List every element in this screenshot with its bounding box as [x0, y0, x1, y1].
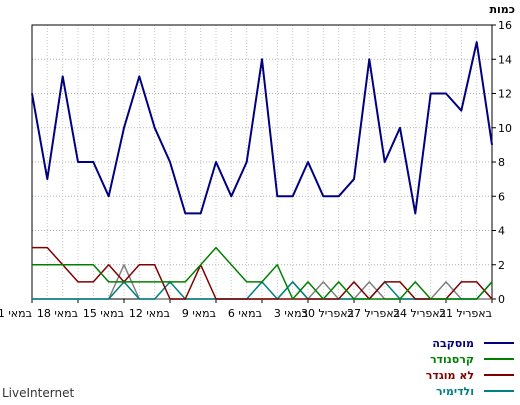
y-tick-label-8: 16 [498, 19, 512, 32]
x-tick-label-9: 18 במאי [37, 307, 78, 320]
x-tick-label-7: 12 במאי [129, 307, 170, 320]
legend-label-2: לא מוגדר [426, 369, 474, 382]
x-tick-label-4: 3 במאי [274, 307, 308, 320]
y-tick-label-2: 4 [498, 225, 505, 238]
y-tick-label-6: 12 [498, 88, 512, 101]
legend-label-4: יקטרינבורג [418, 401, 474, 405]
x-tick-label-1: 24 באפריל [393, 307, 446, 320]
series-line-2 [32, 246, 493, 300]
x-tick-label-6: 9 במאי [182, 307, 216, 320]
y-tick-label-7: 14 [498, 53, 512, 66]
x-tick-label-2: 27 באפריל [347, 307, 400, 320]
legend: מוסקבה קרסנודר לא מוגדר ולדימיר יקטרינבורג [418, 337, 514, 405]
y-tick-label-4: 8 [498, 156, 505, 169]
y-tick-label-1: 2 [498, 259, 505, 272]
brand-logo: LiveInternet [2, 386, 74, 400]
y-axis-label: כמות [490, 3, 515, 16]
series-line-1 [32, 246, 493, 300]
grid [32, 25, 492, 299]
x-tick-label-0: 21 באפריל [439, 307, 492, 320]
x-tick-label-3: 30 באפריל [301, 307, 354, 320]
series-layer [31, 41, 493, 300]
x-tick-label-8: 15 במאי [83, 307, 124, 320]
x-tick-label-5: 6 במאי [228, 307, 262, 320]
legend-label-3: ולדימיר [436, 385, 474, 398]
y-tick-label-0: 0 [498, 293, 505, 306]
series-line-0 [31, 41, 493, 215]
y-tick-label-5: 10 [498, 122, 512, 135]
y-axis: 0 2 4 6 8 10 12 14 16 [492, 19, 512, 306]
legend-label-1: קרסנודר [430, 353, 474, 366]
y-tick-label-3: 6 [498, 190, 505, 203]
legend-label-0: מוסקבה [432, 337, 474, 350]
x-tick-label-10: 21 במאי [0, 307, 32, 320]
